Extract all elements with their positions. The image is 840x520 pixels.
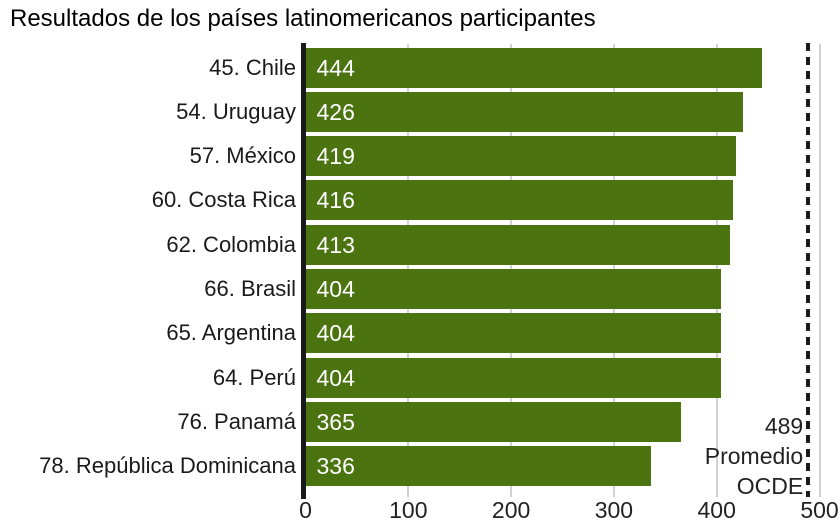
ocde-annotation-line-2: OCDE: [736, 473, 804, 499]
bar-value-label: 413: [316, 231, 355, 258]
x-tick-label: 400: [697, 497, 736, 520]
bar: [305, 224, 731, 265]
bar-value-label: 419: [316, 143, 355, 170]
category-label: 64. Perú: [212, 364, 296, 390]
category-label: 62. Colombia: [166, 231, 296, 257]
category-label: 60. Costa Rica: [151, 187, 296, 213]
bar-value-label: 336: [316, 453, 355, 480]
bar: [305, 47, 762, 88]
bar-value-label: 404: [316, 320, 355, 347]
category-label: 54. Uruguay: [176, 98, 296, 124]
bar-value-label: 365: [316, 408, 355, 435]
gridline-x-500: [818, 44, 821, 497]
bar-value-label: 416: [316, 187, 355, 214]
category-label: 65. Argentina: [166, 320, 296, 346]
x-tick-label: 200: [491, 497, 531, 520]
bar: [305, 91, 744, 132]
bar: [305, 446, 651, 487]
x-tick-label: 500: [800, 497, 839, 520]
category-label: 66. Brasil: [204, 276, 296, 301]
bar-value-label: 444: [316, 54, 355, 81]
chart-title: Resultados de los países latinomericanos…: [10, 5, 596, 32]
bar: [305, 269, 721, 309]
bar-value-label: 404: [316, 364, 355, 391]
category-label: 57. México: [189, 143, 296, 169]
ocde-annotation-line-1: Promedio: [704, 443, 804, 469]
y-axis-line: [301, 43, 306, 499]
category-label: 45. Chile: [209, 54, 296, 80]
bar: [305, 180, 734, 221]
x-tick-label: 300: [594, 497, 634, 520]
category-label: 78. República Dominicana: [39, 453, 296, 479]
bar: [305, 401, 681, 442]
ocde-reference-line: [806, 43, 810, 497]
x-tick-label: 100: [389, 497, 428, 520]
bar: [305, 357, 721, 398]
ocde-annotation: 489 Promedio OCDE: [705, 411, 803, 501]
x-tick-label: 0: [299, 497, 312, 520]
bar-value-label: 426: [316, 98, 355, 125]
ocde-annotation-line-0: 489: [764, 413, 804, 439]
bar-value-label: 404: [316, 276, 355, 302]
bar: [305, 313, 721, 354]
bar: [305, 136, 737, 177]
category-label: 76. Panamá: [177, 408, 296, 434]
